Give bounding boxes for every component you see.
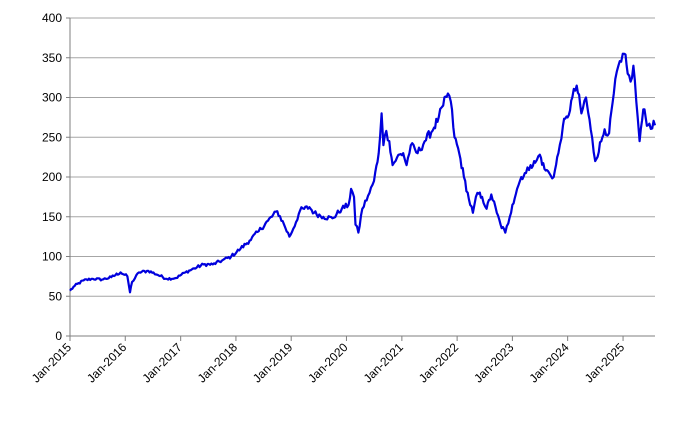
y-tick-label: 100 (42, 250, 62, 264)
x-tick-label: Jan-2015 (29, 340, 75, 386)
x-tick-label: Jan-2022 (416, 340, 462, 386)
x-tick-label: Jan-2017 (140, 340, 186, 386)
gridlines (70, 17, 655, 297)
y-tick-label: 150 (42, 210, 62, 224)
y-tick-label: 200 (42, 170, 62, 184)
y-axis-ticks: 0 50 100 150 200 250 300 350 400 (42, 11, 70, 343)
y-tick-label: 0 (55, 329, 62, 343)
x-tick-label: Jan-2020 (305, 340, 351, 386)
series-line (69, 52, 657, 294)
y-tick-label: 50 (49, 289, 63, 303)
x-tick-label: Jan-2018 (195, 340, 241, 386)
x-tick-label: Jan-2025 (582, 340, 628, 386)
x-tick-label: Jan-2019 (250, 340, 296, 386)
y-tick-label: 250 (42, 130, 62, 144)
y-tick-label: 400 (42, 11, 62, 25)
x-tick-label: Jan-2023 (471, 340, 517, 386)
x-tick-label: Jan-2016 (84, 340, 130, 386)
x-tick-label: Jan-2021 (361, 340, 407, 386)
y-tick-label: 350 (42, 51, 62, 65)
x-tick-label: Jan-2024 (526, 340, 572, 386)
x-axis-ticks: Jan-2015 Jan-2016 Jan-2017 Jan-2018 Jan-2019… (29, 336, 628, 386)
y-tick-label: 300 (42, 91, 62, 105)
